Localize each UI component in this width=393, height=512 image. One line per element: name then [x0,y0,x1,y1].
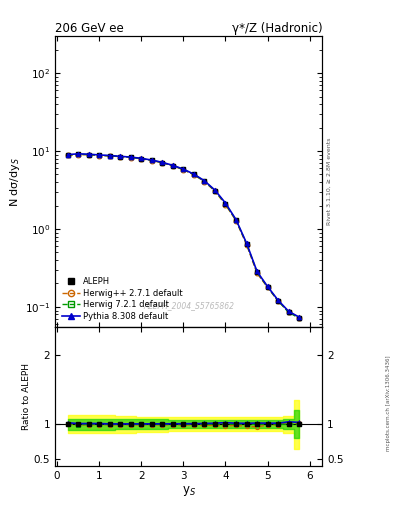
Legend: ALEPH, Herwig++ 2.7.1 default, Herwig 7.2.1 default, Pythia 8.308 default: ALEPH, Herwig++ 2.7.1 default, Herwig 7.… [59,274,185,323]
Y-axis label: N dσ/dy$_S$: N dσ/dy$_S$ [8,157,22,206]
Y-axis label: Rivet 3.1.10, ≥ 2.8M events: Rivet 3.1.10, ≥ 2.8M events [327,138,331,225]
X-axis label: y$_S$: y$_S$ [182,483,196,498]
Text: ALEPH_2004_S5765862: ALEPH_2004_S5765862 [143,301,234,310]
Text: mcplots.cern.ch [arXiv:1306.3436]: mcplots.cern.ch [arXiv:1306.3436] [386,355,391,451]
Y-axis label: Ratio to ALEPH: Ratio to ALEPH [22,363,31,430]
Text: 206 GeV ee: 206 GeV ee [55,22,124,35]
Text: γ*/Z (Hadronic): γ*/Z (Hadronic) [231,22,322,35]
